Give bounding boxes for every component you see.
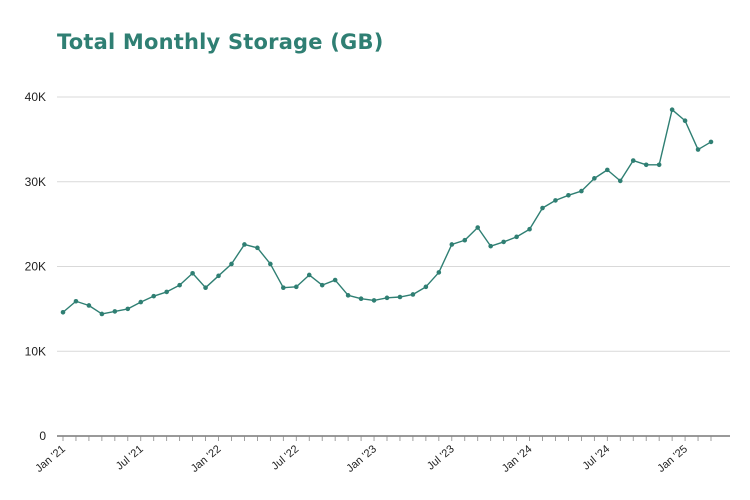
y-tick-label: 40K bbox=[25, 90, 46, 104]
y-axis: 0 10K 20K 30K 40K bbox=[25, 90, 47, 443]
x-tick-label: Jan '22 bbox=[189, 443, 224, 475]
data-point bbox=[177, 282, 182, 288]
data-point bbox=[436, 270, 442, 275]
data-point bbox=[125, 306, 131, 312]
data-point bbox=[73, 298, 79, 304]
data-point bbox=[462, 237, 468, 243]
y-tick-label: 20K bbox=[25, 260, 46, 274]
data-point bbox=[306, 272, 312, 278]
data-point bbox=[384, 295, 390, 301]
x-tick-label: Jan '23 bbox=[344, 443, 379, 475]
series-line bbox=[62, 109, 712, 315]
data-point bbox=[488, 243, 493, 249]
data-point bbox=[592, 176, 597, 181]
data-point bbox=[553, 198, 558, 203]
data-point bbox=[99, 311, 105, 317]
data-point bbox=[203, 285, 208, 290]
data-point bbox=[540, 205, 545, 211]
data-point bbox=[216, 273, 221, 279]
data-point bbox=[358, 296, 364, 302]
x-tick-label: Jul '21 bbox=[114, 443, 146, 472]
data-point bbox=[423, 284, 429, 290]
x-tick-label: Jul '24 bbox=[580, 443, 612, 472]
y-tick-label: 0 bbox=[39, 429, 46, 443]
data-point bbox=[112, 309, 118, 314]
data-point bbox=[449, 242, 455, 247]
data-point bbox=[579, 188, 584, 194]
data-point bbox=[501, 239, 506, 245]
data-point bbox=[656, 162, 662, 168]
data-point bbox=[630, 158, 636, 163]
data-point bbox=[332, 277, 338, 283]
x-tick-label: Jul '23 bbox=[425, 443, 457, 472]
data-point bbox=[669, 107, 675, 113]
data-point bbox=[255, 245, 260, 251]
data-point bbox=[527, 226, 532, 232]
data-point bbox=[605, 167, 610, 173]
data-point bbox=[397, 294, 403, 300]
data-point bbox=[268, 261, 273, 267]
data-point bbox=[475, 225, 481, 230]
data-point bbox=[164, 289, 169, 295]
data-point bbox=[695, 147, 701, 152]
data-point bbox=[293, 284, 299, 290]
series-layer bbox=[60, 107, 714, 317]
x-axis: Jan '21 Jul '21 Jan '22 Jul '22 Jan '23 Jul '… bbox=[33, 435, 730, 475]
data-point bbox=[708, 139, 714, 145]
data-point bbox=[60, 309, 66, 315]
data-point bbox=[242, 242, 247, 247]
data-point bbox=[410, 292, 416, 297]
x-tick-label: Jul '22 bbox=[269, 443, 301, 472]
data-point bbox=[566, 193, 571, 198]
y-tick-label: 10K bbox=[25, 344, 46, 358]
data-point bbox=[229, 261, 234, 267]
x-tick-label: Jan '21 bbox=[33, 443, 68, 475]
data-point bbox=[190, 270, 195, 276]
data-point bbox=[514, 234, 519, 240]
data-point bbox=[371, 298, 377, 303]
data-point bbox=[138, 299, 144, 305]
data-point bbox=[643, 162, 649, 168]
data-point bbox=[319, 282, 325, 288]
y-tick-label: 30K bbox=[25, 175, 46, 189]
gridlines bbox=[57, 96, 730, 352]
chart-title: Total Monthly Storage (GB) bbox=[57, 30, 384, 54]
data-point bbox=[682, 118, 688, 124]
data-point bbox=[281, 285, 286, 290]
data-point bbox=[345, 293, 351, 298]
x-tick-label: Jan '24 bbox=[500, 443, 535, 475]
data-point bbox=[617, 178, 623, 184]
data-point bbox=[151, 293, 157, 299]
data-point bbox=[86, 303, 92, 308]
x-tick-label: Jan '25 bbox=[655, 443, 690, 475]
